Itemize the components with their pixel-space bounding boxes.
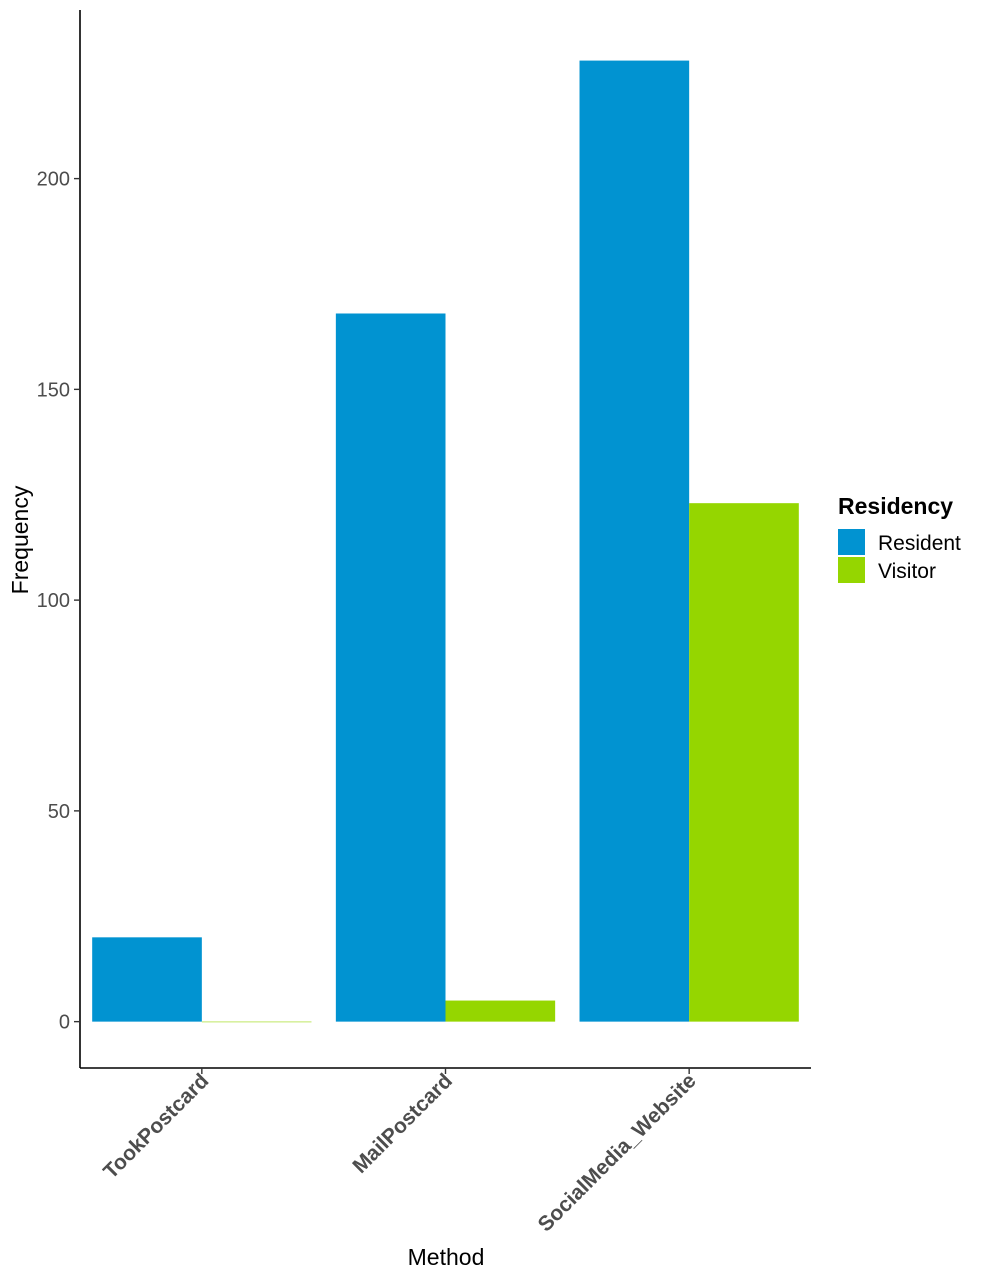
bar-visitor-socialmedia_website	[689, 503, 799, 1022]
x-axis: TookPostcard MailPostcard SocialMedia_Webs…	[80, 1067, 811, 1236]
legend: Residency Resident Visitor	[838, 493, 961, 583]
bar-visitor-mailpostcard	[445, 1000, 556, 1022]
y-tick-label: 150	[37, 379, 70, 401]
y-tick-label: 0	[59, 1012, 70, 1034]
bars-layer	[92, 60, 799, 1023]
x-tick-label: TookPostcard	[99, 1069, 213, 1183]
y-tick-label: 50	[48, 801, 70, 823]
x-tick-label: SocialMedia_Website	[534, 1069, 701, 1236]
legend-label-resident: Resident	[878, 532, 961, 555]
bar-visitor-tookpostcard	[201, 1021, 312, 1023]
bar-resident-mailpostcard	[335, 313, 446, 1022]
y-tick-label: 200	[37, 169, 70, 191]
x-tick-label: MailPostcard	[348, 1069, 457, 1178]
legend-title: Residency	[838, 493, 953, 519]
y-axis: 0 50 100 150 200	[37, 10, 81, 1068]
y-axis-title: Frequency	[7, 485, 33, 594]
legend-swatch-visitor	[838, 557, 865, 583]
bar-resident-socialmedia_website	[579, 60, 690, 1022]
bar-resident-tookpostcard	[92, 937, 202, 1022]
legend-items: Resident Visitor	[838, 529, 961, 583]
y-tick-label: 100	[37, 590, 70, 612]
legend-label-visitor: Visitor	[878, 560, 936, 583]
legend-swatch-resident	[838, 529, 865, 555]
x-axis-title: Method	[408, 1244, 485, 1270]
